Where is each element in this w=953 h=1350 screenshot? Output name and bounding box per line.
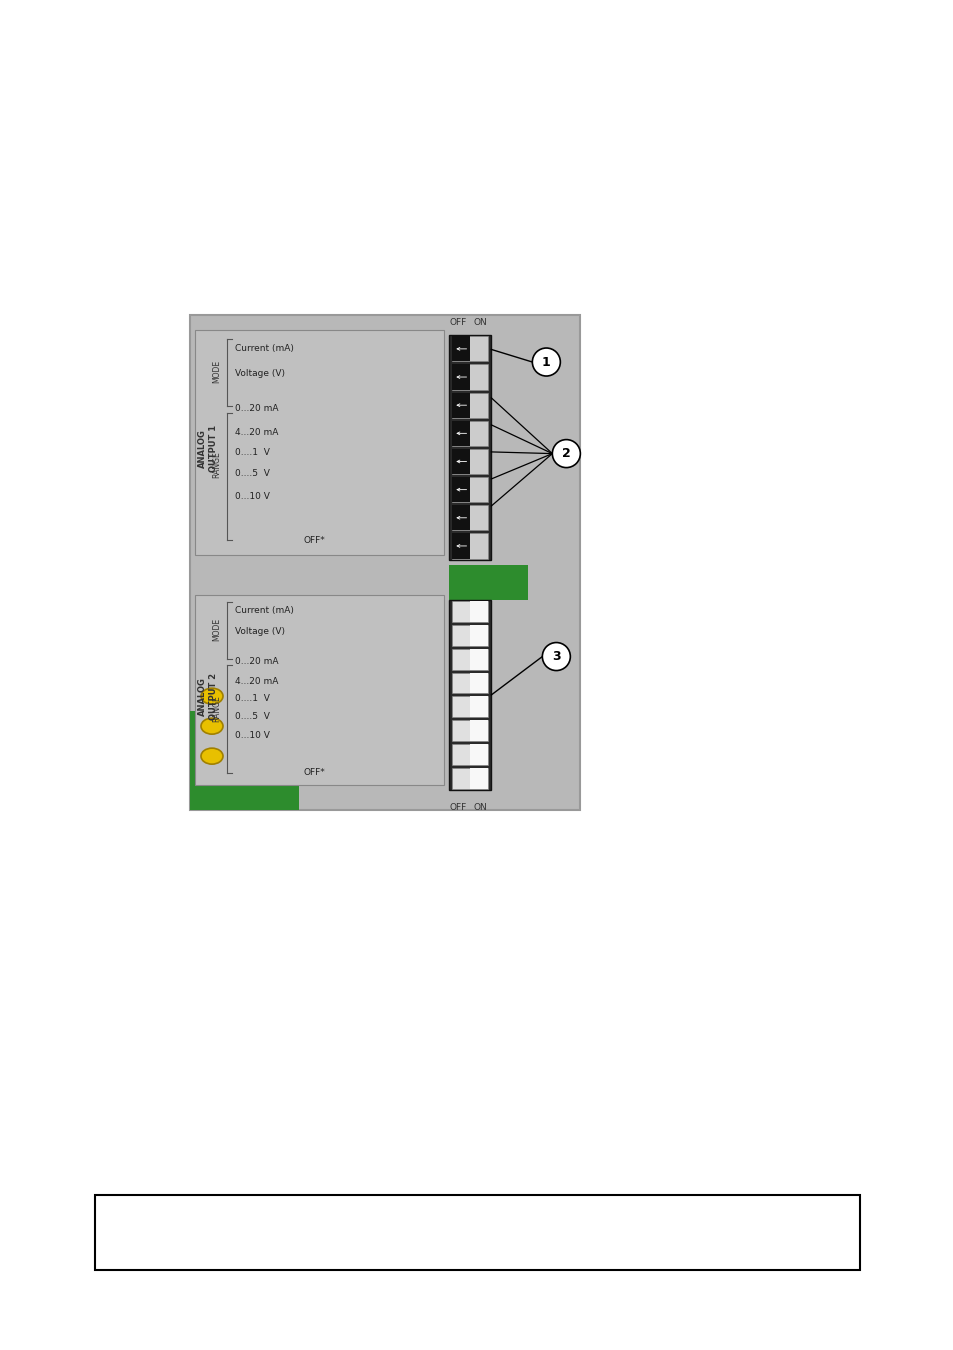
Bar — [194, 329, 444, 555]
Bar — [452, 721, 488, 741]
Text: Voltage (V): Voltage (V) — [234, 628, 285, 636]
Bar — [194, 594, 444, 786]
Text: RANGE: RANGE — [213, 452, 221, 478]
Bar — [452, 625, 488, 645]
Bar — [452, 505, 470, 531]
Ellipse shape — [201, 748, 223, 764]
Bar — [95, 1195, 859, 1270]
Text: 0...20 mA: 0...20 mA — [234, 404, 278, 413]
Bar — [452, 336, 488, 362]
Text: 3: 3 — [552, 651, 560, 663]
Bar — [452, 393, 488, 417]
Bar — [452, 450, 488, 474]
Bar — [452, 672, 488, 694]
Bar — [449, 599, 491, 790]
Circle shape — [552, 440, 579, 467]
Text: 1: 1 — [541, 355, 550, 369]
Text: OFF*: OFF* — [303, 536, 325, 545]
Bar — [190, 315, 579, 810]
Text: Voltage (V): Voltage (V) — [234, 370, 285, 378]
Ellipse shape — [201, 688, 223, 705]
Bar — [452, 649, 488, 670]
Text: OFF: OFF — [450, 802, 467, 811]
Bar — [452, 533, 470, 559]
Text: ANALOG
OUTPUT 2: ANALOG OUTPUT 2 — [198, 672, 217, 720]
Bar — [452, 533, 488, 559]
Text: Current (mA): Current (mA) — [234, 606, 294, 616]
Text: OFF*: OFF* — [303, 768, 325, 778]
Text: ON: ON — [474, 319, 487, 327]
Text: MODE: MODE — [213, 360, 221, 383]
Text: RANGE: RANGE — [213, 695, 221, 722]
Bar — [470, 744, 488, 765]
Bar — [449, 335, 491, 560]
Bar — [470, 672, 488, 694]
Bar — [452, 768, 488, 788]
Text: 0...10 V: 0...10 V — [234, 491, 270, 501]
Bar — [449, 564, 527, 599]
Bar — [190, 711, 299, 810]
Text: 4...20 mA: 4...20 mA — [234, 676, 278, 686]
Bar — [470, 649, 488, 670]
Text: 0...10 V: 0...10 V — [234, 732, 270, 740]
Bar — [470, 601, 488, 622]
Text: 0....1  V: 0....1 V — [234, 694, 270, 703]
Text: 2: 2 — [561, 447, 570, 460]
Text: 0...20 mA: 0...20 mA — [234, 657, 278, 666]
Bar — [470, 625, 488, 645]
Text: ON: ON — [474, 802, 487, 811]
Bar — [452, 364, 488, 390]
Bar — [452, 393, 470, 417]
Bar — [452, 601, 488, 622]
Text: 0....5  V: 0....5 V — [234, 470, 270, 478]
Bar — [470, 697, 488, 717]
Bar — [452, 477, 488, 502]
Bar — [452, 364, 470, 390]
Text: ANALOG
OUTPUT 1: ANALOG OUTPUT 1 — [198, 425, 217, 472]
Text: 4...20 mA: 4...20 mA — [234, 428, 278, 437]
Bar — [452, 421, 470, 446]
Circle shape — [542, 643, 570, 671]
Bar — [470, 768, 488, 788]
Text: MODE: MODE — [213, 618, 221, 641]
Bar — [452, 697, 488, 717]
Bar — [452, 421, 488, 446]
Bar — [452, 744, 488, 765]
Text: OFF: OFF — [450, 319, 467, 327]
Bar — [452, 450, 470, 474]
Text: 0....1  V: 0....1 V — [234, 448, 270, 458]
Text: 0....5  V: 0....5 V — [234, 713, 270, 721]
Circle shape — [532, 348, 559, 377]
Bar — [452, 505, 488, 531]
Bar — [452, 477, 470, 502]
Bar — [470, 721, 488, 741]
Ellipse shape — [201, 718, 223, 734]
Bar — [452, 336, 470, 362]
Text: Current (mA): Current (mA) — [234, 344, 294, 354]
